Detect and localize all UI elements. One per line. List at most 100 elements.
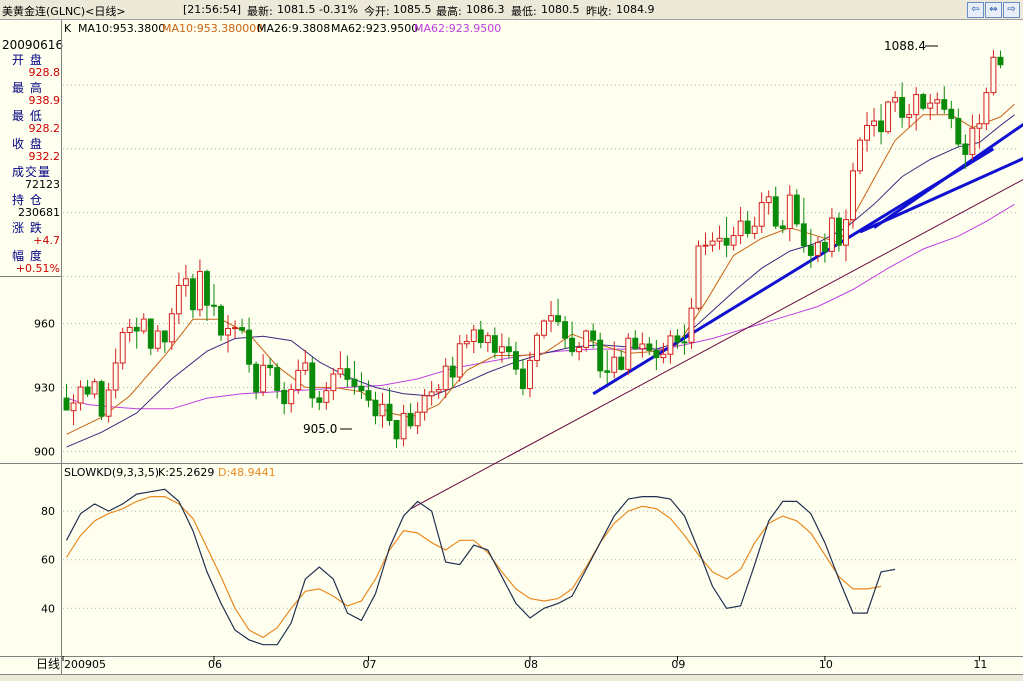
- candle: [941, 86, 948, 114]
- candle: [758, 192, 765, 234]
- candle-body: [449, 365, 456, 378]
- candle: [147, 318, 154, 356]
- forward-icon[interactable]: ⇨: [1003, 2, 1020, 18]
- candle-body: [814, 241, 821, 256]
- candle: [625, 333, 632, 375]
- candle-body: [267, 364, 274, 369]
- candle-body: [534, 334, 540, 361]
- latest-value: 1081.5: [277, 3, 316, 16]
- candle-body: [632, 337, 639, 350]
- candle: [232, 320, 238, 339]
- candle: [548, 300, 554, 333]
- volume-value: 72123: [25, 178, 60, 191]
- candle: [751, 216, 758, 240]
- candle: [309, 357, 316, 408]
- candle-body: [316, 397, 323, 403]
- candle: [688, 297, 695, 349]
- candle-body: [639, 343, 646, 350]
- candle-body: [821, 241, 828, 252]
- candle-body: [77, 386, 84, 404]
- candle: [302, 349, 309, 375]
- candle-body: [871, 120, 878, 126]
- y-tick-930: 930: [34, 381, 55, 394]
- candle: [463, 334, 470, 349]
- restore-icon[interactable]: ⇔: [985, 2, 1002, 18]
- kd-legend-d: D:48.9441: [218, 466, 276, 479]
- open-interest-value: 230681: [18, 206, 60, 219]
- candle: [864, 112, 870, 152]
- candle-body: [232, 327, 238, 330]
- x-axis-ticks: 200905 06 07 08 09 10 11: [62, 656, 987, 671]
- candle-body: [253, 363, 260, 393]
- x-tick-09: 09: [671, 658, 685, 671]
- kd-legend-name: SLOWKD(9,3,3,5): [64, 466, 159, 479]
- candle-body: [98, 381, 105, 417]
- candle: [435, 384, 442, 399]
- x-tick-11: 11: [973, 658, 987, 671]
- candle-body: [730, 235, 737, 246]
- candle: [716, 225, 723, 250]
- candle: [393, 419, 400, 449]
- close-value: 932.2: [28, 150, 61, 163]
- close-label: 收 盘: [12, 137, 43, 151]
- candle: [695, 240, 702, 311]
- candle-body: [850, 170, 856, 221]
- candle-body: [126, 326, 133, 333]
- candle-body: [941, 99, 948, 110]
- candle-body: [351, 378, 358, 387]
- candle-body: [246, 329, 253, 365]
- quote-time: [21:56:54]: [183, 3, 241, 16]
- latest-label: 最新:: [247, 5, 273, 18]
- candle-body: [337, 368, 344, 375]
- candle: [821, 233, 828, 263]
- candle: [225, 315, 231, 353]
- candle: [681, 324, 688, 355]
- candle: [765, 190, 772, 215]
- kd-d-line: [65, 496, 882, 639]
- candle-body: [892, 97, 899, 103]
- candle: [920, 92, 927, 111]
- back-icon[interactable]: ⇦: [967, 2, 984, 18]
- candle: [428, 381, 435, 406]
- candle-body: [744, 220, 751, 234]
- kd-y-tick-80: 80: [41, 505, 55, 518]
- candle: [316, 390, 323, 411]
- candle: [955, 108, 962, 148]
- candle-body: [723, 237, 730, 246]
- candle-body: [442, 365, 449, 391]
- volume-label: 成交量: [12, 165, 52, 179]
- candle: [379, 392, 386, 428]
- candle-body: [302, 362, 309, 371]
- candle: [161, 330, 168, 353]
- candle-body: [498, 346, 505, 353]
- candle-body: [667, 335, 674, 355]
- candle-body: [161, 330, 168, 343]
- candle: [498, 333, 505, 363]
- candle-body: [934, 99, 941, 104]
- candle: [927, 93, 934, 121]
- x-tick-06: 06: [208, 658, 222, 671]
- candle-body: [323, 390, 330, 403]
- candle: [702, 232, 709, 255]
- candle: [590, 323, 597, 349]
- candle: [871, 108, 878, 137]
- candle-body: [800, 223, 807, 247]
- candle-body: [857, 139, 863, 172]
- candle: [555, 298, 562, 326]
- candle: [913, 87, 920, 131]
- trendlines: [410, 122, 1023, 510]
- candle-body: [477, 329, 484, 344]
- candle-body: [990, 56, 997, 94]
- candle: [449, 356, 456, 388]
- candle: [91, 378, 98, 399]
- candle: [239, 318, 246, 334]
- candle-body: [330, 373, 337, 392]
- candle-body: [899, 97, 906, 118]
- candle: [674, 329, 681, 349]
- candle-body: [196, 271, 203, 311]
- candle-body: [519, 368, 526, 390]
- candle-body: [365, 390, 372, 401]
- candle: [772, 186, 779, 229]
- chart-area[interactable]: K MA10:953.3800 MA10:953.380000 MA26:9.3…: [0, 20, 1023, 674]
- candle: [421, 388, 428, 421]
